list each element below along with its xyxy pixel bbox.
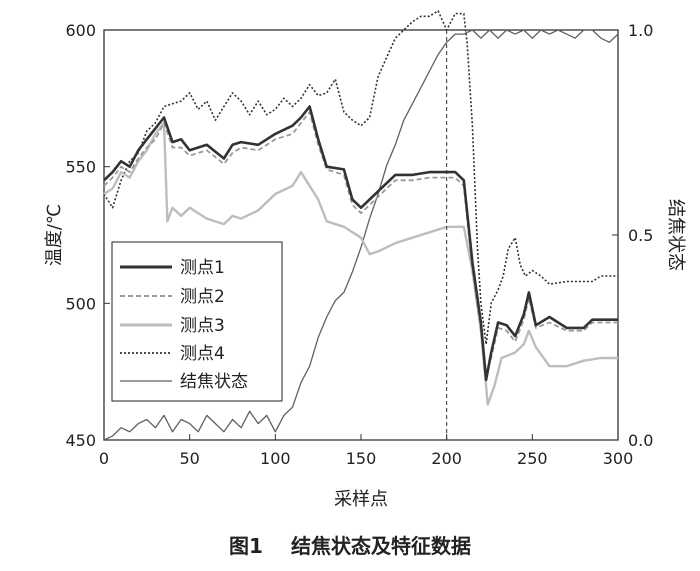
x-tick-label: 150	[346, 449, 377, 468]
legend: 测点1 测点2 测点3 测点4 结焦状态	[111, 241, 283, 402]
x-tick-label: 0	[99, 449, 109, 468]
x-tick-label: 100	[260, 449, 291, 468]
y-right-tick-label: 0.0	[628, 431, 653, 450]
legend-label-s4: 测点4	[180, 344, 225, 364]
legend-label-s3: 测点3	[180, 316, 225, 336]
series-line-s2	[103, 111, 618, 376]
y-right-tick-label: 1.0	[628, 21, 653, 40]
y-right-axis-title: 结焦状态	[665, 199, 686, 271]
y-left-tick-label: 550	[65, 158, 96, 177]
chart: 0 50 100 150 200 250 3004505005506000.00.51.0 …	[44, 10, 686, 510]
y-left-tick-label: 600	[65, 21, 96, 40]
caption-text: 结焦状态及特征数据	[290, 534, 471, 558]
legend-label-s2: 测点2	[180, 287, 225, 307]
y-left-tick-label: 450	[65, 431, 96, 450]
caption-number: 图1	[229, 534, 263, 558]
x-tick-label: 200	[431, 449, 462, 468]
x-tick-label: 50	[179, 449, 199, 468]
figure-caption: 图1 结焦状态及特征数据	[0, 530, 700, 559]
series-line-s4	[103, 10, 618, 346]
x-tick-label: 300	[603, 449, 634, 468]
y-right-tick-label: 0.5	[628, 226, 653, 245]
legend-label-coking: 结焦状态	[180, 372, 248, 392]
x-axis-title: 采样点	[334, 489, 388, 510]
y-left-tick-label: 500	[65, 294, 96, 313]
legend-label-s1: 测点1	[180, 258, 225, 278]
axis-ticks: 0 50 100 150 200 250 300 450 500 550 600 0.0 0.5 1.0	[65, 21, 653, 468]
series-line-s3	[103, 121, 618, 406]
series-line-coking	[103, 29, 619, 441]
x-tick-label: 250	[517, 449, 548, 468]
series-line-s1	[103, 105, 618, 382]
y-left-axis-title: 温度/℃	[44, 204, 65, 266]
series-group	[103, 10, 619, 441]
